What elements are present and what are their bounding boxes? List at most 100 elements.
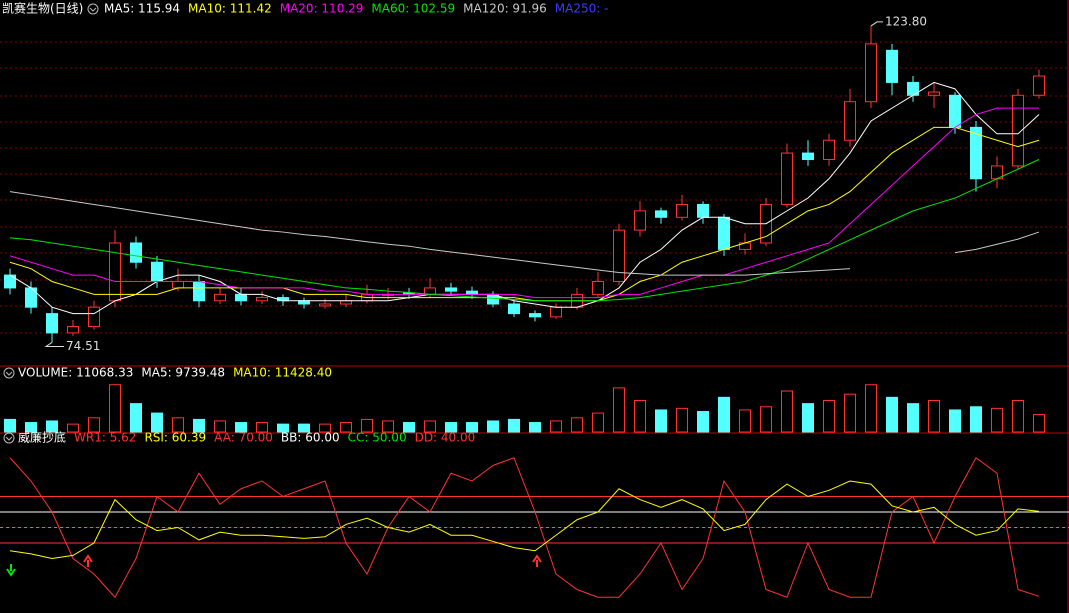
volume-bar (214, 420, 226, 433)
volume-bar (907, 403, 919, 433)
volume-bar (67, 423, 79, 433)
volume-bar (550, 420, 562, 433)
candle-body (550, 306, 562, 318)
volume-bar (865, 384, 877, 433)
legend-label: MA120: 91.96 (463, 2, 547, 16)
legend-label: BB: 60.00 (281, 431, 340, 445)
candle-body (970, 126, 982, 180)
annotation-pointer (44, 342, 64, 347)
legend-label: MA10: 111.42 (188, 2, 272, 16)
volume-bar (256, 422, 268, 433)
volume-bar (781, 390, 793, 433)
volume-bar (1012, 399, 1024, 433)
volume-bar (571, 417, 583, 433)
candle-body (676, 203, 688, 218)
line-series (9, 126, 1040, 302)
line-series (9, 107, 1039, 299)
candle-body (634, 210, 646, 231)
volume-bar (172, 417, 184, 433)
candle-body (172, 281, 184, 289)
line-series (954, 231, 1040, 254)
volume-bar (151, 412, 163, 433)
volume-bar (487, 420, 499, 433)
volume-bar (970, 406, 982, 433)
candle-body (319, 303, 331, 307)
candle-body (823, 139, 835, 160)
volume-bar (130, 403, 142, 433)
line-series (9, 480, 1040, 560)
volume-bar (592, 412, 604, 433)
volume-bar (676, 407, 688, 433)
volume-bar (277, 423, 289, 433)
candle-body (508, 303, 520, 315)
volume-bar (928, 399, 940, 433)
legend-label: MA5: 115.94 (104, 2, 180, 16)
volume-bar (529, 422, 541, 433)
candle-body (718, 216, 730, 250)
legend-label: CC: 50.00 (348, 431, 407, 445)
volume-bar (340, 422, 352, 433)
legend-label: VOLUME: 11068.33 (18, 366, 133, 380)
candle-body (151, 261, 163, 283)
candle-body (655, 210, 667, 218)
volume-bar (424, 420, 436, 433)
volume-bar (949, 409, 961, 433)
volume-bar (823, 399, 835, 433)
candle-body (46, 313, 58, 334)
panel-icons (3, 3, 99, 444)
volume-bar (508, 418, 520, 433)
candle-body (214, 293, 226, 302)
line-series (9, 457, 1040, 599)
candle-body (802, 152, 814, 160)
line-series (9, 81, 1040, 315)
volume-bar (88, 417, 100, 433)
volume-bar (298, 423, 310, 433)
volume-bar (361, 418, 373, 433)
candle-body (445, 287, 457, 292)
legend-label: MA250: - (555, 2, 609, 16)
candle-body (1033, 75, 1045, 96)
candle-body (235, 293, 247, 302)
candle-body (592, 281, 604, 295)
annotation-label: 74.51 (66, 339, 100, 353)
volume-bar (802, 403, 814, 433)
legend-label: MA5: 9739.48 (141, 366, 225, 380)
legend-label: MA60: 102.59 (371, 2, 455, 16)
candle-body (886, 49, 898, 83)
legend-label: WR1: 5.62 (74, 431, 136, 445)
candle-body (256, 297, 268, 302)
volume-bar (193, 418, 205, 433)
volume-bar (319, 423, 331, 433)
volume-bar (25, 422, 37, 433)
volume-bar (697, 411, 709, 433)
volume-bar (844, 393, 856, 433)
annotation-label: 123.80 (885, 14, 927, 28)
candle-body (781, 152, 793, 205)
volume-bar (634, 399, 646, 433)
volume-bar (718, 396, 730, 433)
volume-bar (109, 384, 121, 433)
volume-bar (739, 409, 751, 433)
legend-label: MA10: 11428.40 (233, 366, 332, 380)
candle-body (1012, 94, 1024, 167)
legend-label: MA20: 110.29 (280, 2, 364, 16)
volume-bar (886, 396, 898, 433)
volume-bar (4, 418, 16, 433)
legend-label: DD: 40.00 (415, 431, 476, 445)
chart-title: 凯赛生物(日线) (2, 1, 83, 16)
volume-bar (46, 420, 58, 433)
volume-bar (382, 420, 394, 433)
signal-arrows (6, 554, 542, 577)
candle-body (865, 43, 877, 103)
candle-body (928, 91, 940, 96)
candle-body (529, 313, 541, 318)
volume-bar (445, 422, 457, 433)
annotation-pointer (870, 21, 883, 27)
candle-body (844, 101, 856, 141)
volume-bar (613, 387, 625, 433)
candle-body (130, 242, 142, 263)
volume-bar (991, 407, 1003, 433)
candle-body (424, 287, 436, 295)
line-series (9, 159, 1040, 302)
